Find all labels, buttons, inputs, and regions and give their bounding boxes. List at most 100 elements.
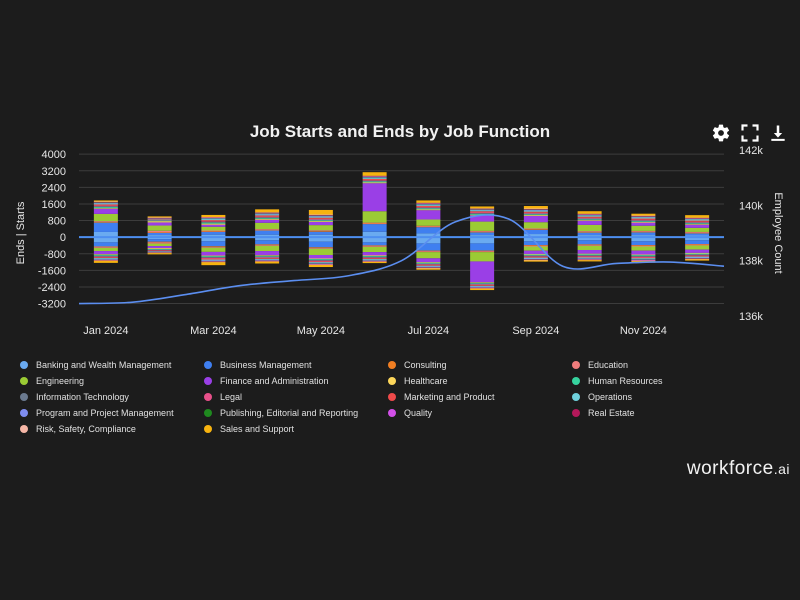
bar-end-10 — [416, 264, 441, 266]
bar-end-17 — [362, 261, 387, 264]
bar-end-8 — [631, 256, 656, 257]
bar-start-7 — [470, 213, 495, 215]
bar-end-14 — [685, 258, 710, 259]
bar-start-3 — [147, 230, 172, 233]
bar-end-3 — [362, 246, 387, 247]
bar-start-1 — [93, 222, 118, 232]
bar-end-11 — [685, 256, 710, 258]
bar-start-4 — [93, 213, 118, 222]
bar-start-1 — [470, 232, 495, 236]
bar-start-11 — [631, 217, 656, 219]
legend-item[interactable]: Marketing and Product — [388, 390, 572, 404]
legend-item[interactable]: Engineering — [20, 374, 204, 388]
bar-end-2 — [308, 247, 333, 248]
brand-logo: workforce.ai — [687, 458, 790, 480]
legend-item[interactable]: Risk, Safety, Compliance — [20, 422, 204, 436]
legend-item[interactable]: Healthcare — [388, 374, 572, 388]
legend-color-dot — [20, 361, 28, 369]
brand-name: workforce — [686, 458, 774, 479]
expand-icon[interactable] — [740, 123, 760, 143]
bar-start-0 — [362, 231, 387, 238]
bar-start-13 — [523, 209, 548, 211]
bar-end-10 — [308, 261, 333, 263]
legend-label: Publishing, Editorial and Reporting — [220, 408, 359, 418]
bar-end-17 — [577, 260, 602, 262]
bar-start-5 — [201, 224, 226, 227]
bar-start-6 — [308, 221, 333, 223]
bar-start-7 — [147, 220, 172, 222]
bar-start-3 — [523, 228, 548, 230]
bar-start-15 — [362, 176, 387, 177]
bar-end-1 — [255, 240, 280, 245]
legend-item[interactable]: Legal — [204, 390, 388, 404]
bar-end-16 — [362, 261, 387, 262]
bar-start-2 — [685, 232, 710, 234]
bar-end-12 — [201, 260, 226, 262]
bar-end-5 — [308, 254, 333, 259]
bar-end-3 — [93, 247, 118, 248]
y-tick-label: 2400 — [42, 182, 66, 194]
bar-start-12 — [577, 214, 602, 216]
bar-start-12 — [201, 218, 226, 220]
bar-end-1 — [362, 242, 387, 246]
legend-item[interactable]: Education — [572, 358, 720, 372]
bar-end-8 — [93, 255, 118, 257]
legend-item[interactable]: Business Management — [204, 358, 388, 372]
bar-start-10 — [308, 217, 333, 219]
bar-end-5 — [93, 251, 118, 255]
bar-start-6 — [577, 220, 602, 221]
bar-end-16 — [255, 261, 280, 262]
bar-start-9 — [362, 180, 387, 181]
legend-item[interactable]: Real Estate — [572, 406, 720, 420]
bar-end-0 — [631, 237, 656, 242]
bar-end-5 — [362, 252, 387, 256]
bar-start-4 — [308, 225, 333, 231]
bar-end-4 — [308, 248, 333, 255]
bar-start-13 — [362, 176, 387, 178]
legend-item[interactable]: Information Technology — [20, 390, 204, 404]
legend-item[interactable]: Program and Project Management — [20, 406, 204, 420]
bar-start-15 — [201, 217, 226, 218]
legend-item[interactable]: Human Resources — [572, 374, 720, 388]
legend-item[interactable]: Finance and Administration — [204, 374, 388, 388]
bar-end-3 — [685, 244, 710, 246]
legend-item[interactable]: Quality — [388, 406, 572, 420]
bar-start-3 — [308, 230, 333, 232]
bar-start-7 — [308, 220, 333, 222]
bar-start-1 — [147, 233, 172, 236]
legend-label: Sales and Support — [220, 424, 295, 434]
bar-end-17 — [201, 262, 226, 266]
bar-end-8 — [416, 263, 441, 265]
bar-start-12 — [523, 209, 548, 211]
legend-item[interactable]: Banking and Wealth Management — [20, 358, 204, 372]
bar-end-16 — [416, 268, 441, 269]
y-tick-label: 4000 — [42, 149, 66, 161]
employee-count-line — [78, 214, 725, 305]
gear-icon[interactable] — [711, 123, 731, 143]
bar-start-16 — [255, 212, 280, 213]
y-tick-label: 1600 — [42, 199, 66, 211]
bar-end-8 — [577, 255, 602, 257]
bar-end-16 — [631, 260, 656, 262]
bar-start-13 — [631, 216, 656, 218]
bar-end-0 — [470, 237, 495, 244]
download-icon[interactable] — [768, 123, 788, 143]
bar-start-6 — [631, 222, 656, 223]
bar-end-3 — [523, 245, 548, 247]
bar-start-0 — [93, 231, 118, 238]
legend-item[interactable]: Consulting — [388, 358, 572, 372]
bar-start-7 — [362, 181, 387, 183]
bar-start-2 — [416, 226, 441, 228]
bar-end-4 — [631, 246, 656, 251]
bar-end-12 — [577, 258, 602, 259]
legend-item[interactable]: Publishing, Editorial and Reporting — [204, 406, 388, 420]
bar-start-8 — [416, 207, 441, 209]
legend-item[interactable]: Sales and Support — [204, 422, 388, 436]
bar-end-8 — [523, 255, 548, 257]
bar-end-2 — [362, 245, 387, 247]
bar-start-13 — [255, 213, 280, 214]
bar-start-13 — [416, 203, 441, 205]
bar-start-15 — [685, 218, 710, 219]
bar-end-17 — [147, 253, 172, 255]
legend-item[interactable]: Operations — [572, 390, 720, 404]
